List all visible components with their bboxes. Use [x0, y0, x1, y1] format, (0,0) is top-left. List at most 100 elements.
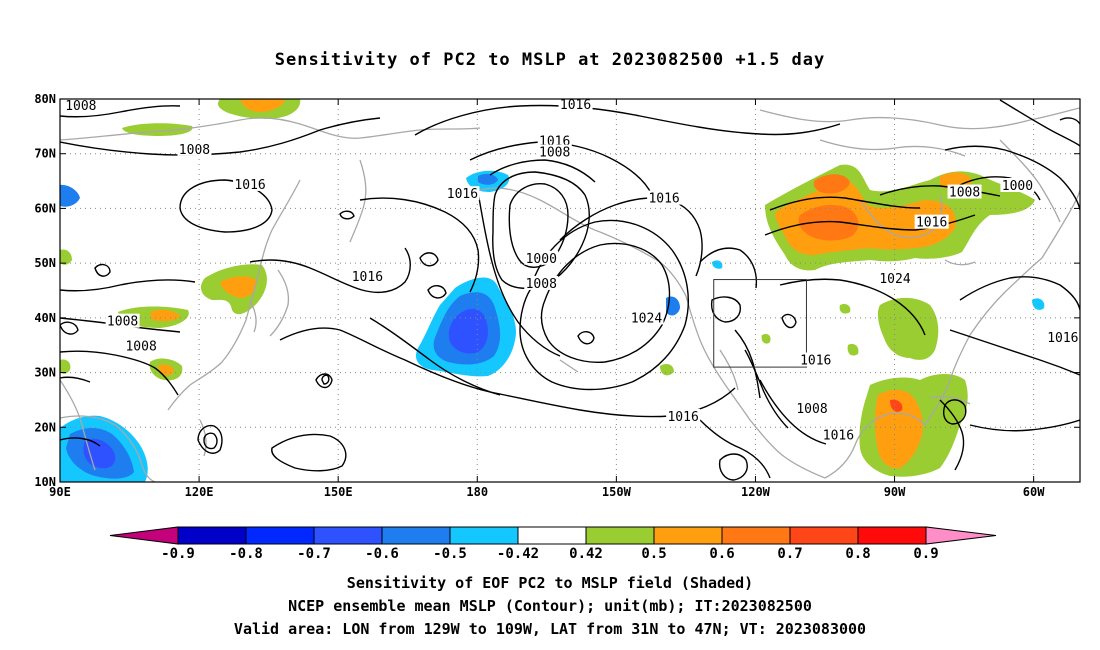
colorbar-segment — [857, 526, 927, 545]
coast-japan — [269, 269, 290, 337]
isobar-aleutian-1016 — [469, 141, 653, 196]
colorbar-label: -0.5 — [433, 546, 467, 562]
lon-tick-label: 120E — [185, 485, 214, 499]
isobar-small-8 — [60, 321, 79, 335]
colorbar-label: -0.42 — [497, 546, 539, 562]
contour-label: 1008 — [796, 402, 827, 417]
isobar-aleutian-1008-inner — [492, 171, 590, 289]
colorbar-segment — [449, 526, 519, 545]
isobar-aleutian-1008 — [489, 159, 596, 183]
contour-label-bg — [63, 98, 98, 113]
colorbar-label: -0.7 — [297, 546, 331, 562]
isobar-north-atlantic — [944, 145, 1080, 211]
isobar-1016-low-west — [734, 329, 761, 399]
contour-label-bg — [878, 271, 913, 286]
colorbar-label: -0.9 — [161, 546, 195, 562]
isobar-1008-china-south — [60, 350, 179, 396]
isobar-small-1 — [339, 210, 355, 220]
coast-korea — [249, 299, 257, 333]
isobar-1016-atlantic-south — [969, 419, 1080, 432]
contour-label: 1024 — [879, 272, 910, 287]
coast-asia-north — [60, 117, 481, 141]
coast-labrador — [1041, 189, 1080, 259]
lon-tick-label: 120W — [741, 485, 771, 499]
contour-label: 1024 — [631, 311, 662, 326]
shade-blue-central-pacific-core — [448, 308, 488, 354]
coast-cuba — [929, 396, 971, 405]
contour-label-bg — [1000, 177, 1035, 192]
contour-label: 1008 — [526, 277, 557, 292]
lat-tick-label: 20N — [34, 420, 56, 434]
isobar-arctic-east — [999, 99, 1080, 147]
lat-tick-label: 60N — [34, 201, 56, 215]
shade-green-small-3 — [761, 333, 771, 344]
colorbar-label: 0.5 — [641, 546, 666, 562]
isobar-1016-atlantic — [959, 276, 1080, 311]
contour-labels: 1008100810161016101610081008101610161008… — [63, 97, 1080, 443]
chart-title: Sensitivity of PC2 to MSLP at 2023082500… — [274, 50, 826, 70]
contour-label: 1016 — [800, 354, 831, 369]
isobar-1016-siberia-east — [249, 247, 411, 294]
contour-label: 1008 — [949, 186, 980, 201]
contour-label: 1016 — [648, 192, 679, 207]
shade-orange-canada-inner — [798, 204, 859, 241]
shade-green-small-1 — [660, 364, 674, 376]
isobar-1016-high — [519, 219, 690, 391]
isobar-1016-asia-coast — [60, 279, 196, 292]
isobar-aleutian-1016-outer — [414, 104, 841, 136]
contour-label: 1008 — [539, 146, 570, 161]
coast-kamchatka — [349, 159, 367, 243]
contour-label-bg — [947, 184, 982, 199]
isobar-1016-mexico — [759, 379, 827, 445]
colorbar-label: 0.8 — [845, 546, 870, 562]
contour-label-bg — [666, 408, 701, 423]
lon-tick-label: 60W — [1023, 485, 1045, 499]
contour-label-bg — [647, 190, 682, 205]
lon-tick-label: 90E — [49, 485, 71, 499]
coast-alaska — [479, 187, 687, 297]
coast-philippines — [199, 419, 207, 457]
contour-label-bg — [537, 144, 572, 159]
coast-india — [60, 379, 96, 471]
contour-label-bg — [821, 427, 856, 442]
isobar-ring-1 — [197, 424, 223, 454]
lon-tick-label: 150W — [602, 485, 632, 499]
isobar-1024-central-na — [779, 278, 926, 336]
lon-tick-label: 150E — [324, 485, 353, 499]
lat-tick-label: 70N — [34, 147, 56, 161]
contour-label-bg — [233, 176, 268, 191]
colorbar-segment — [381, 526, 451, 545]
lat-tick-label: 10N — [34, 475, 56, 489]
contour-label-bg — [524, 275, 559, 290]
contour-label: 1016 — [1047, 331, 1078, 346]
caption-shaded: Sensitivity of EOF PC2 to MSLP field (Sh… — [346, 574, 754, 592]
plot-frame — [59, 98, 1081, 483]
isobar-1008-india — [60, 376, 91, 383]
shade-green-small-4 — [839, 303, 851, 314]
longitude-axis: 90E 120E 150E 180 150W 120W 90W 60W — [49, 99, 1045, 499]
isobar-1024-high — [540, 242, 671, 363]
contour-label: 1008 — [65, 99, 96, 114]
shade-orange-north-asia — [240, 99, 285, 112]
coast-great-lakes — [944, 259, 976, 266]
shade-blue-small-3 — [712, 260, 723, 269]
isobar-small-6 — [781, 313, 797, 329]
coast-arctic-2 — [819, 139, 966, 157]
colorbar-label: 0.9 — [913, 546, 938, 562]
coast-southeast-asia — [60, 415, 156, 482]
isobar-low-south-3 — [943, 399, 967, 425]
contour-label: 1016 — [823, 428, 854, 443]
isobar-small-5 — [577, 331, 595, 345]
isobar-small-7 — [94, 263, 111, 277]
shade-blue-small-2 — [1032, 298, 1045, 310]
isobar-1016-west-na — [699, 247, 758, 289]
colorbar-label: 0.42 — [569, 546, 603, 562]
contour-label: 1016 — [916, 216, 947, 231]
contour-label-bg — [1045, 330, 1080, 345]
contour-label-bg — [105, 313, 140, 328]
isobar-1016-caribbean — [939, 399, 965, 471]
colorbar-segment — [789, 526, 859, 545]
contour-label-bg — [124, 338, 159, 353]
lat-tick-label: 30N — [34, 366, 56, 380]
lat-tick-label: 50N — [34, 256, 56, 270]
